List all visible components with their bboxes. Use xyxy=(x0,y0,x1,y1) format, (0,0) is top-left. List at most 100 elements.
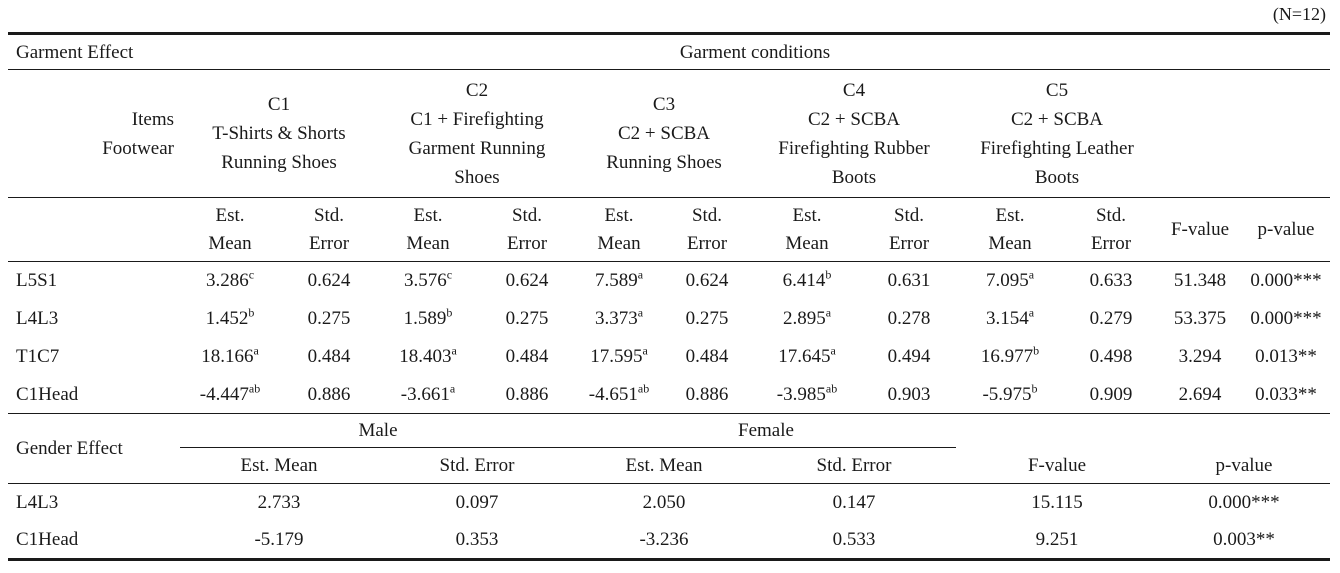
condition-c4: C4 C2 + SCBA Firefighting Rubber Boots xyxy=(752,70,956,198)
condition-code: C2 xyxy=(465,79,489,101)
sample-size-note: (N=12) xyxy=(1272,4,1326,24)
p-value-header: p-value xyxy=(1242,197,1331,262)
item-name: L4L3 xyxy=(16,308,59,329)
significance-letter: a xyxy=(451,343,457,358)
est-mean-value: 2.895a xyxy=(782,305,832,329)
f-value: 2.694 xyxy=(1178,383,1222,405)
est-mean-value: 17.645a xyxy=(778,343,836,367)
gender-p-value-header: p-value xyxy=(1158,447,1331,484)
condition-line: Garment Running xyxy=(408,137,546,159)
conditions-header-row: Items Footwear C1 T-Shirts & Shorts Runn… xyxy=(8,70,1330,198)
significance-letter: b xyxy=(446,305,453,320)
significance-letter: a xyxy=(637,267,644,282)
significance-letter: a xyxy=(253,343,259,358)
std-error-value: 0.624 xyxy=(685,270,729,292)
p-value: 0.000*** xyxy=(1250,308,1322,329)
est-mean-value: 7.589a xyxy=(594,267,644,292)
significance-letter: a xyxy=(642,343,648,358)
gender-subheader-row: Est. Mean Std. Error Est. Mean Std. Erro… xyxy=(8,447,1331,484)
gender-p-value: 0.003** xyxy=(1158,521,1331,561)
std-error-value: 0.886 xyxy=(685,383,729,405)
footwear-label: Footwear xyxy=(102,137,174,159)
std-error-value: 0.279 xyxy=(1089,308,1133,329)
std-error-value: 0.633 xyxy=(1089,270,1133,292)
female-std-error-header: Std. Error xyxy=(752,447,956,484)
est-mean-header: Est. Mean xyxy=(956,197,1064,262)
condition-c1: C1 T-Shirts & Shorts Running Shoes xyxy=(180,70,378,198)
condition-code: C4 xyxy=(842,79,866,101)
condition-line: Firefighting Leather xyxy=(980,137,1134,159)
p-value: 0.033** xyxy=(1255,383,1317,405)
significance-letter: a xyxy=(1028,305,1035,320)
std-error-value: 0.631 xyxy=(887,270,931,292)
significance-letter: a xyxy=(1028,267,1035,282)
gender-p-value: 0.000*** xyxy=(1208,492,1280,514)
items-label: Items xyxy=(131,108,174,130)
male-est-mean-value: -5.179 xyxy=(180,521,378,561)
std-error-header: Std. Error xyxy=(280,197,378,262)
item-name: T1C7 xyxy=(16,346,60,367)
condition-c5: C5 C2 + SCBA Firefighting Leather Boots xyxy=(956,70,1158,198)
est-mean-value: 17.595a xyxy=(590,343,648,367)
condition-code: C3 xyxy=(652,94,676,115)
std-error-value: 0.275 xyxy=(685,308,729,329)
std-error-value: 0.494 xyxy=(887,346,931,367)
female-est-mean-value: 2.050 xyxy=(642,492,686,514)
est-mean-header: Est. Mean xyxy=(752,197,862,262)
est-mean-value: 18.166a xyxy=(201,343,259,367)
garment-data-row: L5S1 3.286c 0.624 3.576c 0.624 7.589a 0.624 6.4… xyxy=(8,262,1330,300)
gender-body: L4L3 2.733 0.097 2.050 0.147 15.115 0.000*** C1… xyxy=(8,484,1331,561)
est-mean-header: Est. Mean xyxy=(180,197,280,262)
significance-letter: b xyxy=(1033,343,1040,358)
gender-f-value: 15.115 xyxy=(1031,492,1083,514)
est-mean-value: 6.414b xyxy=(782,267,832,292)
garment-data-row: L4L3 1.452b 0.275 1.589b 0.275 3.373a 0.275 2.8… xyxy=(8,300,1330,338)
condition-line: Boots xyxy=(1034,166,1080,188)
std-error-header: Std. Error xyxy=(862,197,956,262)
male-est-mean-header: Est. Mean xyxy=(180,447,378,484)
garment-conditions-label: Garment conditions xyxy=(180,32,1331,70)
f-value: 3.294 xyxy=(1178,346,1222,367)
std-error-header: Std. Error xyxy=(1064,197,1158,262)
est-mean-value: -3.661a xyxy=(400,381,456,405)
est-mean-value: 3.373a xyxy=(594,305,644,329)
std-error-value: 0.886 xyxy=(505,383,549,405)
female-est-mean-value: -3.236 xyxy=(576,521,752,561)
male-std-error-header: Std. Error xyxy=(378,447,576,484)
significance-letter: a xyxy=(449,381,456,396)
significance-letter: ab xyxy=(248,381,261,396)
significance-letter: ab xyxy=(637,381,650,396)
significance-letter: b xyxy=(825,267,832,282)
significance-letter: c xyxy=(446,267,453,282)
est-mean-value: 18.403a xyxy=(399,343,457,367)
std-error-value: 0.903 xyxy=(887,383,931,405)
condition-c2: C2 C1 + Firefighting Garment Running Sho… xyxy=(378,70,576,198)
est-mean-value: 7.095a xyxy=(985,267,1035,292)
est-mean-value: -3.985ab xyxy=(776,381,838,405)
significance-letter: a xyxy=(830,343,836,358)
significance-letter: ab xyxy=(825,381,838,396)
significance-letter: b xyxy=(1031,381,1038,396)
male-std-error-value: 0.097 xyxy=(455,492,499,514)
est-mean-value: -4.651ab xyxy=(588,381,650,405)
significance-letter: c xyxy=(248,267,255,282)
female-std-error-value: 0.147 xyxy=(832,492,876,514)
est-mean-header: Est. Mean xyxy=(378,197,478,262)
f-value-header: F-value xyxy=(1158,197,1242,262)
gender-header-row: Gender Effect Male Female xyxy=(8,413,1331,484)
condition-line: C2 + SCBA xyxy=(1010,108,1104,130)
std-error-value: 0.886 xyxy=(307,383,351,405)
garment-data-row: C1Head -4.447ab 0.886 -3.661a 0.886 -4.651ab 0… xyxy=(8,376,1330,414)
garment-data-row: T1C7 18.166a 0.484 18.403a 0.484 17.595a 0.484… xyxy=(8,338,1330,376)
gender-f-value: 9.251 xyxy=(956,521,1158,561)
condition-line: C1 + Firefighting xyxy=(410,108,544,130)
est-mean-value: 16.977b xyxy=(980,343,1040,367)
p-value: 0.000*** xyxy=(1250,270,1322,292)
gender-data-row: C1Head -5.179 0.353 -3.236 0.533 9.251 0.003** xyxy=(8,521,1331,561)
std-error-value: 0.278 xyxy=(887,308,931,329)
results-table: Garment Effect Garment conditions Items … xyxy=(8,32,1331,561)
f-value: 51.348 xyxy=(1173,270,1227,292)
condition-line: C2 + SCBA xyxy=(617,123,711,144)
garment-body: L5S1 3.286c 0.624 3.576c 0.624 7.589a 0.624 6.4… xyxy=(8,262,1330,414)
male-label: Male xyxy=(180,413,576,448)
